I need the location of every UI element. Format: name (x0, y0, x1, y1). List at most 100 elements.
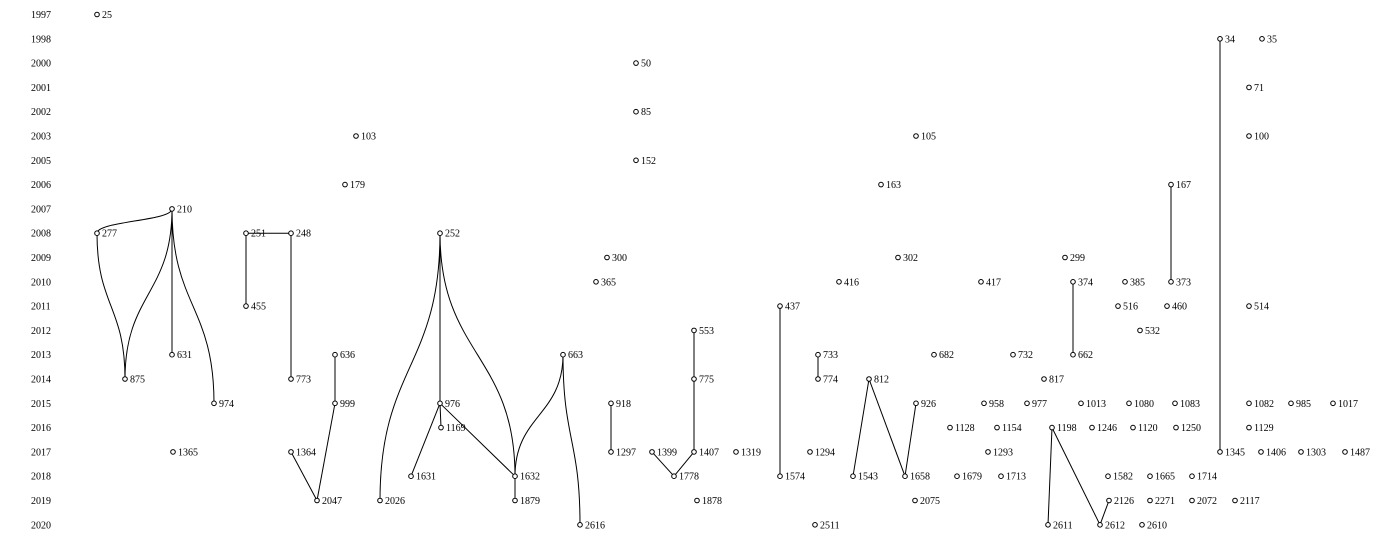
node-999[interactable]: 999 (332, 399, 355, 410)
node-2126[interactable]: 2126 (1106, 496, 1134, 507)
node-299[interactable]: 299 (1062, 253, 1085, 264)
node-2271[interactable]: 2271 (1147, 496, 1175, 507)
node-774[interactable]: 774 (815, 375, 838, 386)
node-248[interactable]: 248 (288, 229, 311, 240)
node-682[interactable]: 682 (931, 350, 954, 361)
node-1582[interactable]: 1582 (1105, 472, 1133, 483)
node-1713[interactable]: 1713 (998, 472, 1026, 483)
node-974[interactable]: 974 (211, 399, 234, 410)
node-2610[interactable]: 2610 (1139, 520, 1167, 531)
node-1198[interactable]: 1198 (1049, 423, 1077, 434)
node-34[interactable]: 34 (1217, 34, 1235, 45)
node-2026[interactable]: 2026 (377, 496, 405, 507)
node-1632[interactable]: 1632 (512, 472, 540, 483)
node-374[interactable]: 374 (1070, 277, 1093, 288)
node-2047[interactable]: 2047 (314, 496, 342, 507)
node-210[interactable]: 210 (169, 204, 192, 215)
node-1013[interactable]: 1013 (1078, 399, 1106, 410)
node-977[interactable]: 977 (1024, 399, 1047, 410)
node-1128[interactable]: 1128 (947, 423, 975, 434)
node-875[interactable]: 875 (122, 375, 145, 386)
node-1319[interactable]: 1319 (733, 447, 761, 458)
node-25[interactable]: 25 (94, 10, 112, 21)
node-1487[interactable]: 1487 (1342, 447, 1370, 458)
node-2611[interactable]: 2611 (1045, 520, 1073, 531)
node-437[interactable]: 437 (777, 302, 800, 313)
node-50[interactable]: 50 (633, 59, 651, 70)
node-958[interactable]: 958 (981, 399, 1004, 410)
node-1879[interactable]: 1879 (512, 496, 540, 507)
node-2612[interactable]: 2612 (1097, 520, 1125, 531)
node-1364[interactable]: 1364 (288, 447, 316, 458)
node-2072[interactable]: 2072 (1189, 496, 1217, 507)
node-2616[interactable]: 2616 (577, 520, 605, 531)
node-373[interactable]: 373 (1168, 277, 1191, 288)
node-1574[interactable]: 1574 (777, 472, 805, 483)
node-1345[interactable]: 1345 (1217, 447, 1245, 458)
node-773[interactable]: 773 (288, 375, 311, 386)
node-1303[interactable]: 1303 (1298, 447, 1326, 458)
node-733[interactable]: 733 (815, 350, 838, 361)
node-100[interactable]: 100 (1246, 132, 1269, 143)
node-1169[interactable]: 1169 (438, 423, 466, 434)
node-252[interactable]: 252 (437, 229, 460, 240)
node-1082[interactable]: 1082 (1246, 399, 1274, 410)
node-662[interactable]: 662 (1070, 350, 1093, 361)
node-516[interactable]: 516 (1115, 302, 1138, 313)
node-732[interactable]: 732 (1010, 350, 1033, 361)
node-300[interactable]: 300 (604, 253, 627, 264)
node-663[interactable]: 663 (560, 350, 583, 361)
node-1631[interactable]: 1631 (408, 472, 436, 483)
node-1083[interactable]: 1083 (1172, 399, 1200, 410)
node-1293[interactable]: 1293 (985, 447, 1013, 458)
node-553[interactable]: 553 (691, 326, 714, 337)
node-385[interactable]: 385 (1122, 277, 1145, 288)
node-1294[interactable]: 1294 (807, 447, 835, 458)
node-1679[interactable]: 1679 (954, 472, 982, 483)
node-976[interactable]: 976 (437, 399, 460, 410)
node-1297[interactable]: 1297 (608, 447, 636, 458)
node-1714[interactable]: 1714 (1189, 472, 1217, 483)
node-636[interactable]: 636 (332, 350, 355, 361)
node-416[interactable]: 416 (836, 277, 859, 288)
node-1365[interactable]: 1365 (170, 447, 198, 458)
node-2075[interactable]: 2075 (912, 496, 940, 507)
node-926[interactable]: 926 (913, 399, 936, 410)
node-1658[interactable]: 1658 (902, 472, 930, 483)
node-2511[interactable]: 2511 (812, 520, 840, 531)
node-985[interactable]: 985 (1288, 399, 1311, 410)
node-103[interactable]: 103 (353, 132, 376, 143)
node-71[interactable]: 71 (1246, 83, 1264, 94)
node-365[interactable]: 365 (593, 277, 616, 288)
node-1399[interactable]: 1399 (649, 447, 677, 458)
node-812[interactable]: 812 (866, 375, 889, 386)
node-1080[interactable]: 1080 (1126, 399, 1154, 410)
node-2117[interactable]: 2117 (1232, 496, 1260, 507)
node-1154[interactable]: 1154 (994, 423, 1022, 434)
node-302[interactable]: 302 (895, 253, 918, 264)
node-85[interactable]: 85 (633, 107, 651, 118)
node-163[interactable]: 163 (878, 180, 901, 191)
node-1407[interactable]: 1407 (691, 447, 719, 458)
node-817[interactable]: 817 (1041, 375, 1064, 386)
node-1665[interactable]: 1665 (1147, 472, 1175, 483)
node-1246[interactable]: 1246 (1089, 423, 1117, 434)
node-251[interactable]: 251 (243, 229, 266, 240)
node-277[interactable]: 277 (94, 229, 117, 240)
node-455[interactable]: 455 (243, 302, 266, 313)
node-105[interactable]: 105 (913, 132, 936, 143)
node-167[interactable]: 167 (1168, 180, 1191, 191)
node-1406[interactable]: 1406 (1258, 447, 1286, 458)
node-1120[interactable]: 1120 (1130, 423, 1158, 434)
node-460[interactable]: 460 (1164, 302, 1187, 313)
node-775[interactable]: 775 (691, 375, 714, 386)
node-918[interactable]: 918 (608, 399, 631, 410)
node-1878[interactable]: 1878 (694, 496, 722, 507)
node-631[interactable]: 631 (169, 350, 192, 361)
node-1543[interactable]: 1543 (850, 472, 878, 483)
node-35[interactable]: 35 (1259, 34, 1277, 45)
node-1778[interactable]: 1778 (671, 472, 699, 483)
node-179[interactable]: 179 (342, 180, 365, 191)
node-532[interactable]: 532 (1137, 326, 1160, 337)
node-152[interactable]: 152 (633, 156, 656, 167)
